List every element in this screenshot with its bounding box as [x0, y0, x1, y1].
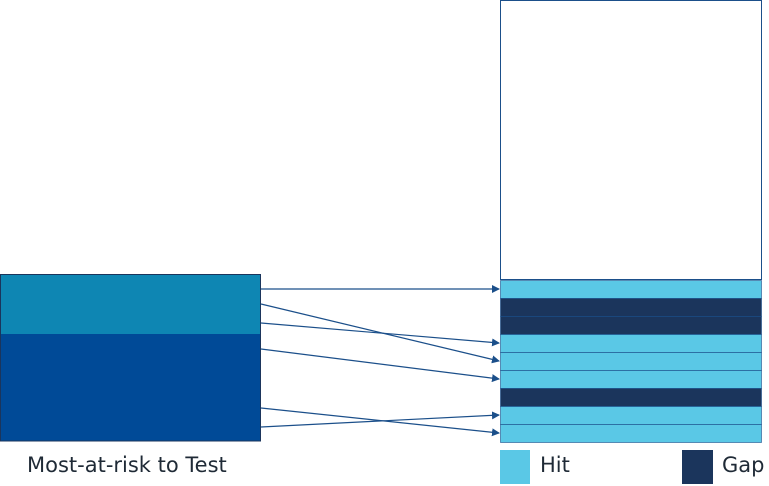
legend-gap-label: Gap: [722, 453, 765, 477]
legend-gap-swatch: [682, 450, 713, 484]
mapping-arrow: [260, 322, 500, 347]
source-caption: Most-at-risk to Test: [27, 453, 227, 477]
target-row-hit: [500, 352, 762, 371]
target-row-hit: [500, 406, 762, 425]
source-segment-top: [0, 274, 261, 334]
target-unfilled-area: [500, 0, 762, 280]
mapping-arrow: [260, 348, 500, 383]
target-row-gap: [500, 298, 762, 317]
legend-hit-label: Hit: [540, 453, 570, 477]
source-segment-bottom: [0, 334, 261, 441]
target-stack: [500, 280, 762, 443]
mapping-arrow: [260, 411, 500, 428]
target-row-hit: [500, 280, 762, 299]
source-block-border: [0, 274, 261, 442]
target-row-hit: [500, 334, 762, 353]
target-row-hit: [500, 370, 762, 389]
target-row-gap: [500, 316, 762, 335]
mapping-arrows: [260, 285, 500, 437]
legend-hit-swatch: [500, 450, 530, 484]
target-row-gap: [500, 388, 762, 407]
target-row-hit: [500, 424, 762, 443]
